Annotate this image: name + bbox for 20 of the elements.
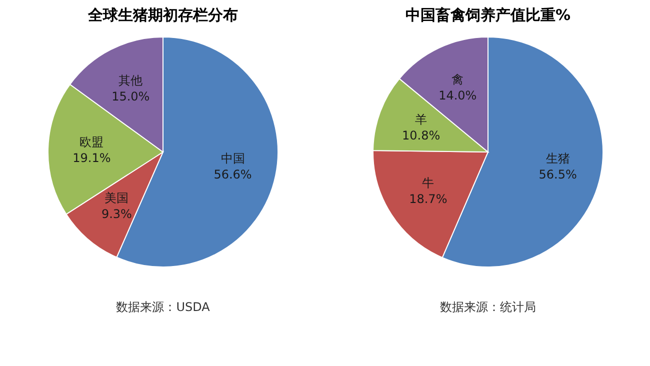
data-label: 14.0% (438, 88, 476, 102)
slice-label: 禽 (451, 72, 464, 86)
data-label: 56.5% (538, 167, 576, 182)
slice-label: 生猪 (545, 151, 570, 166)
source-note: 数据来源：统计局 (440, 300, 536, 314)
source-note: 数据来源：USDA (116, 300, 210, 314)
slice-label: 美国 (104, 191, 128, 206)
slice-label: 欧盟 (79, 134, 104, 149)
chart-title: 全球生猪期初存栏分布 (86, 6, 238, 24)
data-label: 56.6% (213, 168, 252, 182)
data-label: 10.8% (402, 128, 440, 142)
data-label: 15.0% (111, 89, 150, 104)
slice-label: 羊 (414, 112, 427, 126)
data-label: 18.7% (408, 192, 447, 206)
slice-label: 其他 (118, 73, 142, 88)
chart-title: 中国畜禽饲养产值比重% (404, 6, 570, 24)
slice-label: 牛 (422, 176, 434, 190)
slice-label: 中国 (220, 152, 244, 166)
data-label: 9.3% (100, 207, 132, 222)
data-label: 19.1% (72, 150, 110, 165)
